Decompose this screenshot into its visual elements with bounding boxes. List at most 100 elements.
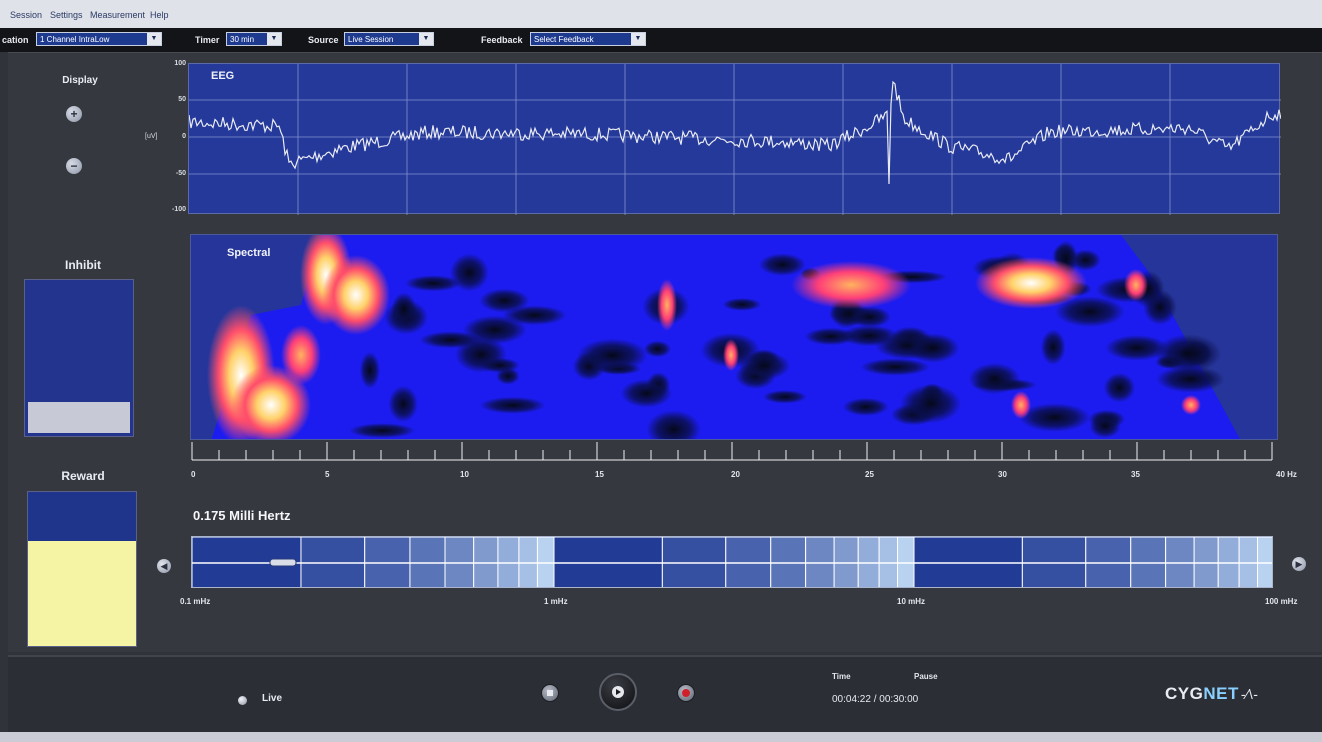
eeg-unit-label: [uV] (145, 133, 158, 140)
reward-meter (27, 491, 137, 647)
pause-label: Pause (914, 672, 938, 681)
live-label: Live (262, 693, 283, 704)
band-cell (1165, 537, 1195, 587)
spectral-shadow (359, 351, 381, 389)
spectral-shadow (1040, 329, 1066, 366)
eeg-ytick: -100 (171, 206, 186, 213)
spectral-shadow (388, 385, 419, 423)
ruler-ticks (191, 442, 1273, 461)
feedback-label: Feedback (481, 35, 523, 45)
band-cell (1193, 537, 1219, 587)
spectral-shadow (1089, 414, 1121, 438)
band-prev-button[interactable]: ◀ (157, 559, 171, 573)
menu-measurement[interactable]: Measurement (90, 10, 146, 20)
spectral-shadow (1105, 335, 1169, 361)
chevron-down-icon: ▼ (631, 33, 645, 45)
spectral-shadow (479, 288, 530, 313)
eeg-trace (189, 80, 1281, 185)
frequency-ruler (190, 440, 1274, 480)
spectral-shadow (1070, 249, 1101, 271)
source-select-value: Live Session (348, 35, 394, 44)
stop-icon (547, 690, 553, 696)
reward-level-bar (28, 541, 136, 646)
inhibit-meter (24, 279, 134, 437)
spectral-shadow (900, 384, 962, 424)
frequency-band-selector[interactable] (191, 536, 1273, 588)
band-slider-handle[interactable] (269, 558, 297, 567)
spectral-xtick: 35 (1131, 470, 1140, 479)
spectral-peak (322, 255, 390, 335)
time-label: Time (832, 672, 851, 681)
inhibit-level-bar (28, 401, 130, 433)
spectral-shadow (405, 275, 462, 292)
source-select[interactable]: Live Session ▼ (344, 32, 434, 46)
spectral-shadow (462, 315, 527, 345)
band-label: 100 mHz (1265, 597, 1298, 606)
spectral-peak (791, 261, 911, 309)
location-label: cation (2, 35, 29, 45)
location-select[interactable]: 1 Channel IntraLow ▼ (36, 32, 162, 46)
spectral-peak (1011, 391, 1031, 419)
spectral-xtick: 10 (460, 470, 469, 479)
play-button[interactable] (599, 673, 637, 711)
spectral-shadow (804, 327, 857, 346)
spectral-shadow (1018, 403, 1091, 432)
menu-settings[interactable]: Settings (50, 10, 83, 20)
band-label: 0.1 mHz (180, 597, 211, 606)
band-label: 1 mHz (544, 597, 568, 606)
spectral-surface (207, 235, 1240, 439)
reward-label: Reward (61, 469, 105, 483)
spectral-title: Spectral (227, 247, 271, 259)
band-cell (661, 537, 727, 587)
live-indicator-icon (238, 696, 247, 705)
spectral-shadow (906, 333, 960, 363)
menu-help[interactable]: Help (150, 10, 169, 20)
inhibit-label: Inhibit (65, 258, 101, 272)
chevron-down-icon: ▼ (267, 33, 281, 45)
spectral-xtick: 40 Hz (1276, 470, 1297, 479)
eeg-ytick: 0 (182, 133, 186, 140)
spectral-shadow (738, 351, 791, 380)
feedback-select[interactable]: Select Feedback ▼ (530, 32, 646, 46)
spectral-shadow (848, 306, 891, 328)
spectral-shadow (496, 367, 520, 385)
spectral-shadow (842, 397, 889, 416)
spectral-shadow (1054, 296, 1125, 328)
stop-button[interactable] (541, 684, 559, 702)
spectral-peak (657, 279, 677, 331)
band-cell (409, 537, 446, 587)
timer-select-value: 30 min (230, 35, 255, 44)
spectral-shadow (762, 390, 807, 404)
eeg-title: EEG (211, 70, 235, 82)
spectral-shadow (1156, 365, 1225, 393)
spectral-shadow (860, 358, 930, 376)
spectral-peak (231, 365, 311, 439)
zoom-in-button[interactable]: + (66, 106, 82, 122)
toolbar: cation 1 Channel IntraLow ▼ Timer 30 min… (0, 28, 1322, 52)
spectral-xtick: 20 (731, 470, 740, 479)
spectral-peak (975, 257, 1087, 309)
spectral-xtick: 30 (998, 470, 1007, 479)
menu-session[interactable]: Session (10, 10, 43, 20)
record-button[interactable] (677, 684, 695, 702)
transport-bar (8, 655, 1322, 732)
eeg-ytick: -50 (175, 170, 186, 177)
spectral-shadow (722, 298, 762, 311)
band-next-button[interactable]: ▶ (1292, 557, 1306, 571)
spectral-shadow (620, 379, 673, 408)
band-cells (192, 537, 1272, 587)
play-icon (612, 686, 624, 698)
spectral-xtick: 0 (191, 470, 196, 479)
spectral-shadow (349, 423, 416, 439)
zoom-out-button[interactable]: − (66, 158, 82, 174)
display-label: Display (62, 75, 98, 86)
spectral-peak (1181, 395, 1201, 415)
source-label: Source (308, 35, 339, 45)
timer-label: Timer (195, 35, 220, 45)
spectral-xtick: 25 (865, 470, 874, 479)
spectral-xtick: 15 (595, 470, 604, 479)
timer-select[interactable]: 30 min ▼ (226, 32, 282, 46)
os-taskbar (0, 732, 1322, 742)
spectral-peaks (207, 235, 1201, 439)
